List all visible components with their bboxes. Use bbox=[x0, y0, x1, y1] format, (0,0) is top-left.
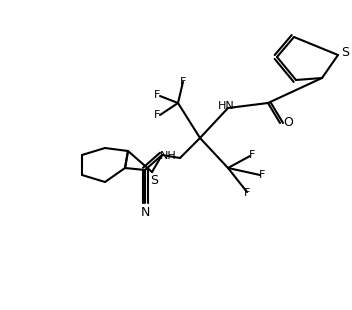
Text: F: F bbox=[259, 170, 265, 180]
Text: N: N bbox=[140, 206, 150, 219]
Text: F: F bbox=[154, 90, 160, 100]
Text: S: S bbox=[150, 174, 158, 187]
Text: O: O bbox=[283, 117, 293, 130]
Text: F: F bbox=[154, 110, 160, 120]
Text: S: S bbox=[341, 46, 349, 60]
Text: F: F bbox=[244, 188, 250, 198]
Text: HN: HN bbox=[218, 101, 234, 111]
Text: F: F bbox=[249, 150, 255, 160]
Text: F: F bbox=[180, 77, 186, 87]
Text: NH: NH bbox=[159, 151, 176, 161]
